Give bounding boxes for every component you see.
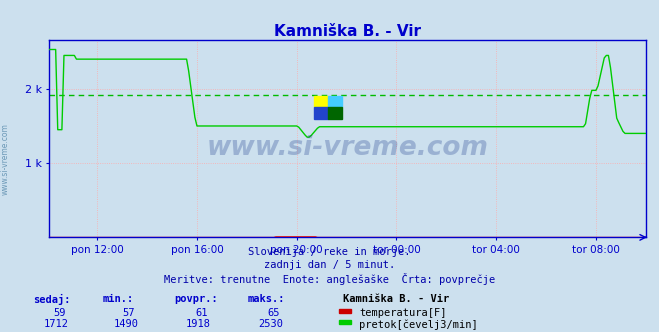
Text: sedaj:: sedaj:	[33, 294, 71, 305]
Text: pretok[čevelj3/min]: pretok[čevelj3/min]	[359, 319, 478, 330]
Text: 57: 57	[123, 308, 135, 318]
Text: 61: 61	[195, 308, 208, 318]
Text: 2530: 2530	[258, 319, 283, 329]
Bar	[314, 96, 328, 107]
Bar	[328, 107, 342, 119]
Text: povpr.:: povpr.:	[175, 294, 218, 304]
Text: maks.:: maks.:	[247, 294, 285, 304]
Text: 1490: 1490	[113, 319, 138, 329]
Bar	[314, 107, 328, 119]
Text: Meritve: trenutne  Enote: anglešaške  Črta: povprečje: Meritve: trenutne Enote: anglešaške Črta…	[164, 273, 495, 285]
Text: 59: 59	[53, 308, 66, 318]
Text: 65: 65	[268, 308, 280, 318]
Text: www.si-vreme.com: www.si-vreme.com	[207, 135, 488, 161]
Bar	[328, 96, 342, 107]
Text: temperatura[F]: temperatura[F]	[359, 308, 447, 318]
Text: Kamniška B. - Vir: Kamniška B. - Vir	[343, 294, 449, 304]
Text: min.:: min.:	[102, 294, 133, 304]
Text: Slovenija / reke in morje.: Slovenija / reke in morje.	[248, 247, 411, 257]
Text: 1918: 1918	[186, 319, 211, 329]
Text: zadnji dan / 5 minut.: zadnji dan / 5 minut.	[264, 260, 395, 270]
Title: Kamniška B. - Vir: Kamniška B. - Vir	[274, 24, 421, 39]
Text: www.si-vreme.com: www.si-vreme.com	[1, 124, 10, 195]
Text: 1712: 1712	[44, 319, 69, 329]
